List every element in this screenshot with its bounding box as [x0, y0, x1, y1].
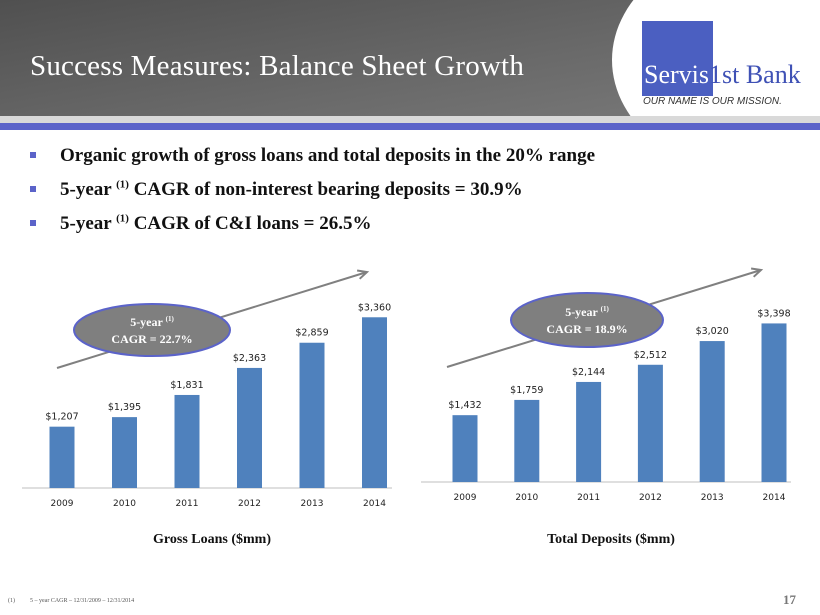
- cagr-callout: [510, 292, 664, 348]
- bullet-text-rest: CAGR of non-interest bearing deposits = …: [128, 179, 523, 200]
- gross-loans-chart: $1,207 2009 $1,395 2010 $1,831 2011 $2,363 2012…: [22, 260, 402, 560]
- data-label: $3,020: [696, 326, 729, 337]
- brand-logo: Servis1st Bank: [644, 60, 801, 90]
- data-label: $1,432: [448, 400, 481, 411]
- x-tick-label: 2010: [113, 499, 136, 509]
- x-tick-label: 2010: [515, 493, 538, 503]
- x-tick-label: 2011: [176, 499, 199, 509]
- x-tick-label: 2012: [238, 499, 261, 509]
- header-divider-blue: [0, 123, 820, 130]
- bar-2012: [637, 364, 663, 482]
- data-label: $2,363: [233, 353, 266, 364]
- cagr-callout-line2: CAGR = 22.7%: [111, 332, 192, 346]
- gross-loans-chart-plot: $1,207 2009 $1,395 2010 $1,831 2011 $2,363 2012…: [22, 269, 392, 509]
- bullet-text-main: 5-year: [60, 213, 117, 234]
- data-label: $1,395: [108, 402, 141, 413]
- cagr-callout-line1: 5-year (1): [565, 305, 609, 319]
- cagr-callout: [73, 303, 231, 357]
- bullet-text-rest: CAGR of C&I loans = 26.5%: [128, 213, 372, 234]
- data-label: $3,398: [757, 308, 790, 319]
- footnote-text: 5 – year CAGR – 12/31/2009 – 12/31/2014: [30, 598, 135, 604]
- cagr-callout-line2: CAGR = 18.9%: [546, 322, 627, 336]
- footnote-reference: (1): [166, 315, 175, 323]
- bar-2014: [362, 317, 387, 488]
- x-tick-label: 2009: [454, 493, 477, 503]
- trend-arrow-head-icon: [750, 267, 764, 278]
- brand-name-part2: 1st Bank: [709, 60, 801, 89]
- bar-2009: [49, 426, 75, 488]
- x-tick-label: 2013: [701, 493, 724, 503]
- bar-2014: [761, 323, 787, 482]
- x-tick-label: 2014: [363, 499, 386, 509]
- bullet-text: 5-year (1) CAGR of C&I loans = 26.5%: [60, 213, 371, 235]
- footnote-reference: (1): [116, 212, 129, 225]
- bar-2010: [514, 399, 540, 482]
- page-number: 17: [783, 592, 796, 607]
- bar-2010: [112, 417, 137, 488]
- bar-2011: [576, 381, 602, 482]
- data-label: $3,360: [358, 302, 391, 313]
- x-tick-label: 2014: [763, 493, 786, 503]
- page-title: Success Measures: Balance Sheet Growth: [30, 50, 525, 82]
- bar-2011: [174, 394, 200, 488]
- bullet-text-main: Organic growth of gross loans and total …: [60, 145, 596, 166]
- logo-mark: [642, 21, 713, 96]
- x-tick-label: 2013: [301, 499, 324, 509]
- data-label: $2,144: [572, 367, 605, 378]
- total-deposits-chart-plot: $1,432 2009 $1,759 2010 $2,144 2011 $2,512 2012…: [421, 267, 791, 503]
- data-label: $1,831: [170, 380, 203, 391]
- x-tick-label: 2009: [51, 499, 74, 509]
- data-label: $1,207: [45, 412, 78, 423]
- brand-tagline: OUR NAME IS OUR MISSION.: [643, 96, 782, 107]
- footnote-reference: (1): [601, 305, 610, 313]
- footnote-reference: (1): [116, 178, 129, 191]
- bullet-square-icon: [30, 152, 36, 158]
- bar-2009: [452, 415, 478, 482]
- x-tick-label: 2011: [577, 493, 600, 503]
- bullet-text: Organic growth of gross loans and total …: [60, 145, 595, 167]
- footnote: (1) 5 – year CAGR – 12/31/2009 – 12/31/20…: [8, 598, 134, 604]
- header-divider-gray: [0, 116, 820, 123]
- chart-title: Total Deposits ($mm): [547, 532, 675, 547]
- brand-name-part1: Servis: [644, 60, 709, 89]
- bullet-square-icon: [30, 220, 36, 226]
- total-deposits-chart: $1,432 2009 $1,759 2010 $2,144 2011 $2,512 2012…: [421, 260, 801, 560]
- bar-2013: [699, 341, 725, 482]
- cagr-callout-line1: 5-year (1): [130, 315, 174, 329]
- data-label: $2,859: [295, 328, 328, 339]
- bullet-text: 5-year (1) CAGR of non-interest bearing …: [60, 179, 523, 201]
- chart-title: Gross Loans ($mm): [153, 532, 271, 547]
- trend-arrow-head-icon: [356, 269, 370, 280]
- bullet-square-icon: [30, 186, 36, 192]
- data-label: $2,512: [634, 350, 667, 361]
- bar-2012: [237, 367, 262, 488]
- x-tick-label: 2012: [639, 493, 662, 503]
- bar-2013: [299, 342, 325, 488]
- data-label: $1,759: [510, 385, 543, 396]
- footnote-marker: (1): [8, 598, 15, 604]
- bullet-text-main: 5-year: [60, 179, 117, 200]
